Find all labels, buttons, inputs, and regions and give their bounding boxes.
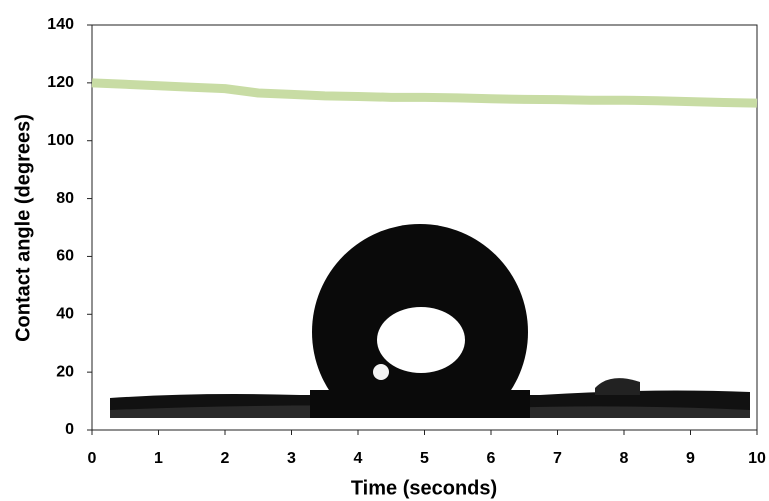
x-tick-label: 7 xyxy=(553,450,562,467)
y-tick-label: 80 xyxy=(56,190,74,207)
y-tick-label: 140 xyxy=(47,16,74,33)
x-tick-label: 4 xyxy=(354,450,363,467)
x-tick-label: 9 xyxy=(686,450,695,467)
x-tick-label: 0 xyxy=(88,450,97,467)
x-axis-title: Time (seconds) xyxy=(351,477,497,499)
x-tick-label: 6 xyxy=(487,450,496,467)
x-tick-label: 2 xyxy=(221,450,230,467)
y-tick-label: 40 xyxy=(56,306,74,323)
y-tick-label: 60 xyxy=(56,248,74,265)
x-tick-label: 8 xyxy=(620,450,629,467)
x-tick-label: 1 xyxy=(154,450,163,467)
y-tick-label: 0 xyxy=(65,421,74,438)
y-tick-label: 120 xyxy=(47,74,74,91)
y-axis-title: Contact angle (degrees) xyxy=(12,114,34,342)
data-line xyxy=(91,78,758,108)
x-tick-label: 5 xyxy=(420,450,429,467)
y-tick-label: 100 xyxy=(47,132,74,149)
droplet-image xyxy=(110,224,750,418)
x-tick-label: 3 xyxy=(287,450,296,467)
x-tick-label: 10 xyxy=(748,450,766,467)
y-tick-label: 20 xyxy=(56,363,74,380)
